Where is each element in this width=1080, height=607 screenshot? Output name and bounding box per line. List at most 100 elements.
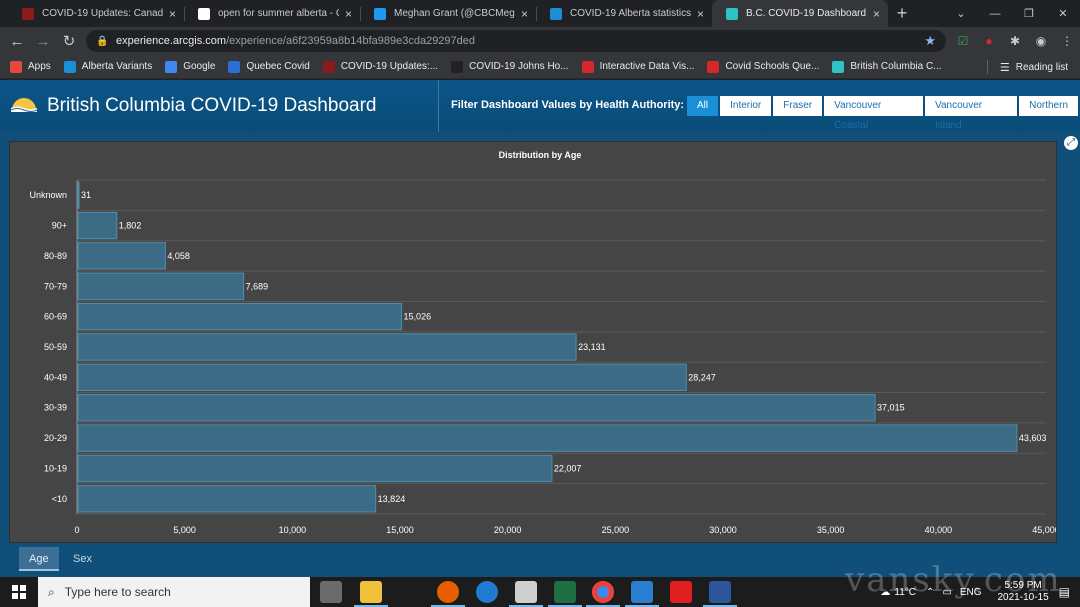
bookmark-label: Apps	[28, 61, 51, 72]
taskbar-search[interactable]: ⌕ Type here to search	[38, 577, 310, 607]
category-label: 30-39	[44, 403, 67, 413]
url-path: /experience/a6f23959a8b14bfa989e3cda2929…	[226, 35, 476, 47]
clock[interactable]: 5:59 PM 2021-10-15	[998, 580, 1049, 604]
tab-favicon-icon	[550, 7, 562, 20]
edge-icon[interactable]	[476, 581, 498, 603]
excel-icon[interactable]	[548, 581, 582, 607]
bookmark-item[interactable]: Apps	[10, 60, 51, 73]
filter-button[interactable]: Vancouver Island	[925, 96, 1018, 131]
tab-list: COVID-19 Updates: Canada × open for summer…	[0, 0, 888, 27]
minimize-icon[interactable]: —	[989, 7, 1001, 20]
expand-icon[interactable]: ⤢	[1064, 136, 1078, 150]
forward-icon[interactable]: →	[35, 32, 51, 50]
reload-icon[interactable]: ↻	[62, 33, 76, 50]
search-placeholder: Type here to search	[64, 585, 171, 599]
bookmark-item[interactable]: Interactive Data Vis...	[581, 60, 694, 73]
bc-sun-logo-icon	[11, 98, 37, 112]
filter-button[interactable]: Fraser	[773, 96, 823, 116]
extensions-puzzle-icon[interactable]: ✱	[1009, 34, 1021, 48]
bar-value-label: 7,689	[246, 281, 269, 291]
header-divider	[438, 80, 439, 132]
clock-time: 5:59 PM	[1004, 580, 1042, 591]
profile-menu-icon[interactable]: ⌄	[956, 8, 966, 20]
filter-button[interactable]: All	[687, 96, 719, 116]
language-indicator[interactable]: ENG	[959, 586, 982, 598]
chrome-icon[interactable]	[586, 581, 620, 607]
close-window-icon[interactable]: ✕	[1058, 8, 1068, 20]
x-tick-label: 35,000	[817, 525, 845, 535]
tab-close-icon[interactable]: ×	[168, 6, 176, 21]
category-label: 50-59	[44, 342, 67, 352]
bookmark-item[interactable]: Alberta Variants	[63, 60, 152, 73]
new-tab-button[interactable]: +	[896, 3, 908, 23]
bookmark-favicon-icon	[165, 60, 178, 73]
bar	[77, 424, 1018, 452]
filter-label: Filter Dashboard Values by Health Author…	[451, 99, 685, 111]
bar-chart-svg: Distribution by Age 31 Unknown 1,802 90+ 4,05…	[29, 150, 1056, 535]
chart-tab[interactable]: Sex	[73, 553, 92, 565]
age-distribution-chart: Distribution by Age 31 Unknown 1,802 90+ 4,05…	[9, 141, 1057, 543]
address-toolbar: ← → ↻ 🔒 experience.arcgis.com /experienc…	[0, 27, 1080, 55]
avatar[interactable]: ◉	[1035, 34, 1047, 48]
weather-icon: ☁	[880, 586, 891, 598]
reading-list[interactable]: ☰ Reading list	[987, 55, 1068, 79]
chart-tabs: Age Sex	[0, 543, 1080, 577]
bookmark-item[interactable]: British Columbia C...	[832, 60, 942, 73]
bookmark-label: COVID-19 Johns Ho...	[469, 61, 569, 72]
bar	[77, 394, 876, 422]
system-tray: ☁ 11°C ⌃ ▭ ENG 5:59 PM 2021-10-15 ▤	[880, 577, 1080, 607]
bookmark-star-icon[interactable]: ★	[924, 33, 936, 48]
browser-tab[interactable]: open for summer alberta - G ×	[184, 0, 360, 27]
photos-icon[interactable]	[625, 581, 659, 607]
browser-tab[interactable]: Meghan Grant (@CBCMeg) / ×	[360, 0, 536, 27]
chart-tab[interactable]: Age	[19, 547, 59, 571]
tab-title: COVID-19 Alberta statistics |	[570, 8, 691, 19]
tab-close-icon[interactable]: ×	[344, 6, 352, 21]
restore-icon[interactable]: ❐	[1024, 8, 1034, 20]
bookmark-item[interactable]: Covid Schools Que...	[707, 60, 819, 73]
browser-tab[interactable]: COVID-19 Updates: Canada ×	[8, 0, 184, 27]
bar-value-label: 37,015	[877, 403, 905, 413]
filter-button[interactable]: Vancouver Coastal	[824, 96, 924, 131]
bookmark-item[interactable]: COVID-19 Updates:...	[322, 60, 438, 73]
browser-tab[interactable]: B.C. COVID-19 Dashboard ×	[712, 0, 888, 27]
lock-icon[interactable]: 🔒	[96, 35, 109, 47]
tab-close-icon[interactable]: ×	[872, 6, 880, 21]
back-icon[interactable]: ←	[9, 32, 25, 50]
firefox-icon[interactable]	[431, 581, 465, 607]
category-label: Unknown	[29, 190, 67, 200]
reading-list-icon: ☰	[999, 61, 1010, 74]
dashboard-page: British Columbia COVID-19 Dashboard Filt…	[0, 80, 1080, 577]
menu-icon[interactable]: ⋮	[1061, 34, 1073, 48]
bar	[77, 181, 80, 209]
window-app-icon[interactable]	[509, 581, 543, 607]
store-app-icon[interactable]	[320, 581, 342, 603]
tray-up-icon[interactable]: ⌃	[925, 586, 935, 598]
tab-close-icon[interactable]: ×	[696, 6, 704, 21]
bar-value-label: 23,131	[578, 342, 606, 352]
notifications-icon[interactable]: ▤	[1058, 585, 1070, 599]
bar	[77, 211, 118, 240]
dashboard-header: British Columbia COVID-19 Dashboard Filt…	[0, 80, 1080, 132]
network-icon[interactable]: ▭	[942, 586, 952, 598]
extension-check-icon[interactable]: ☑	[957, 34, 969, 48]
weather-temp: 11°C	[894, 586, 916, 598]
security-app-icon[interactable]	[670, 581, 692, 603]
bookmark-item[interactable]: COVID-19 Johns Ho...	[451, 60, 569, 73]
tab-favicon-icon	[22, 7, 34, 20]
extension-red-icon[interactable]: ●	[985, 34, 993, 48]
bar-value-label: 13,824	[378, 494, 406, 504]
bar	[77, 485, 377, 513]
windows-start-icon[interactable]	[0, 577, 38, 607]
file-explorer-icon[interactable]	[354, 581, 388, 607]
bar	[77, 454, 553, 483]
filter-button[interactable]: Northern	[1019, 96, 1078, 116]
tab-close-icon[interactable]: ×	[520, 6, 528, 21]
word-icon[interactable]	[703, 581, 737, 607]
filter-button[interactable]: Interior	[720, 96, 772, 116]
bookmark-item[interactable]: Quebec Covid	[228, 60, 310, 73]
bookmark-item[interactable]: Google	[165, 60, 215, 73]
bar-value-label: 22,007	[554, 463, 582, 473]
url-bar[interactable]: 🔒 experience.arcgis.com /experience/a6f2…	[86, 30, 946, 52]
browser-tab[interactable]: COVID-19 Alberta statistics | ×	[536, 0, 712, 27]
